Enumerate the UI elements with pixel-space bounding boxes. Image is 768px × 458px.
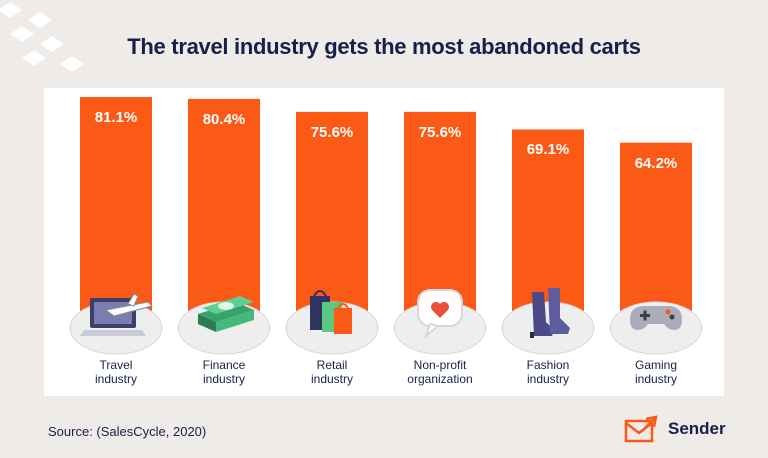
- shopping-bags-icon: [310, 290, 352, 334]
- laptop-airplane-icon: [80, 293, 153, 336]
- category-label: Retail industry: [277, 358, 387, 386]
- category-label-line: Travel: [99, 358, 133, 372]
- category-label-line: Retail: [316, 358, 348, 372]
- bar-3: [404, 111, 476, 316]
- category-label-line: industry: [310, 372, 354, 386]
- category-label-line: Gaming: [634, 358, 678, 372]
- bar-2: [296, 111, 368, 316]
- bar-value-label: 80.4%: [202, 110, 246, 128]
- category-label-line: industry: [634, 372, 678, 386]
- brand-name: Sender: [668, 419, 726, 438]
- bar-0: [80, 97, 152, 316]
- category-label: Fashion industry: [493, 358, 603, 386]
- sender-logo-icon: [624, 415, 658, 443]
- decorative-diamonds: [0, 2, 84, 72]
- bar-value-label: 81.1%: [94, 109, 138, 127]
- gamepad-icon: [630, 306, 682, 330]
- chart-card: 81.1% Travel industry 80.4% Finance industry 7…: [44, 88, 724, 396]
- boots-icon: [530, 288, 570, 338]
- category-label-line: Fashion: [526, 358, 570, 372]
- bar-5: [620, 142, 692, 316]
- category-label-line: Finance: [202, 358, 246, 372]
- bar-4: [512, 129, 584, 316]
- category-label: Gaming industry: [601, 358, 711, 386]
- bar-value-label: 69.1%: [526, 141, 570, 159]
- bar-value-label: 64.2%: [634, 154, 678, 172]
- bar-1: [188, 98, 260, 316]
- category-label-line: industry: [94, 372, 138, 386]
- bar-chart: [69, 97, 703, 355]
- category-label: Finance industry: [169, 358, 279, 386]
- category-label: Travel industry: [61, 358, 171, 386]
- category-label-line: industry: [202, 372, 246, 386]
- bar-value-label: 75.6%: [418, 123, 462, 141]
- money-stack-icon: [198, 296, 254, 332]
- brand-logo: Sender: [624, 414, 726, 444]
- category-label: Non-profit organization: [385, 358, 495, 386]
- chart-title: The travel industry gets the most abando…: [127, 34, 641, 59]
- chat-heart-icon: [417, 289, 463, 340]
- category-label-line: organization: [407, 372, 473, 386]
- category-label-line: Non-profit: [413, 358, 467, 372]
- bar-value-label: 75.6%: [310, 123, 354, 141]
- category-label-line: industry: [526, 372, 570, 386]
- source-note: Source: (SalesCycle, 2020): [48, 424, 207, 439]
